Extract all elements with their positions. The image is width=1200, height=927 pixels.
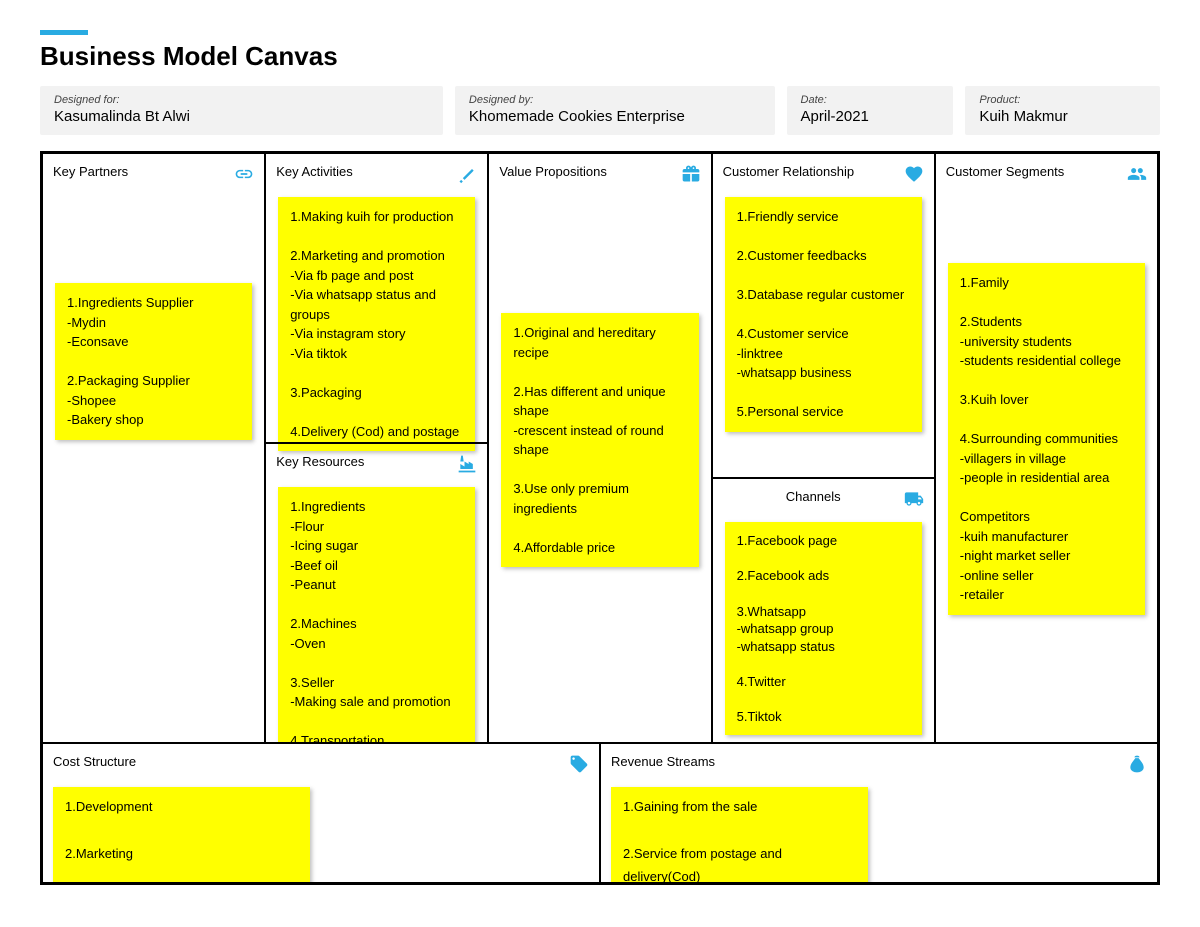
section-title: Channels: [786, 489, 841, 504]
cell-key-activities: Key Activities 1.Making kuih for product…: [266, 154, 487, 442]
cell-channels: Channels 1.Facebook page 2.Facebook ads …: [713, 477, 934, 742]
meta-row: Designed for: Kasumalinda Bt Alwi Design…: [40, 86, 1160, 135]
sticky-note: 1.Original and hereditary recipe 2.Has d…: [501, 313, 698, 567]
link-icon: [234, 164, 254, 187]
cell-ka-kr: Key Activities 1.Making kuih for product…: [265, 153, 488, 743]
meta-value: Khomemade Cookies Enterprise: [469, 108, 761, 125]
meta-value: April-2021: [801, 108, 940, 125]
meta-value: Kuih Makmur: [979, 108, 1146, 125]
meta-designed-by: Designed by: Khomemade Cookies Enterpris…: [455, 86, 775, 135]
sticky-note: 1.Ingredients Supplier -Mydin -Econsave …: [55, 283, 252, 440]
wand-icon: [457, 164, 477, 187]
sticky-note: 1.Facebook page 2.Facebook ads 3.Whatsap…: [725, 522, 922, 735]
cell-customer-segments: Customer Segments 1.Family 2.Students -u…: [935, 153, 1158, 743]
sticky-note: 1.Friendly service 2.Customer feedbacks …: [725, 197, 922, 432]
meta-label: Date:: [801, 94, 940, 106]
canvas-grid: Key Partners 1.Ingredients Supplier -Myd…: [40, 151, 1160, 885]
accent-bar: [40, 30, 88, 35]
page-title: Business Model Canvas: [40, 41, 1160, 72]
cell-cost-structure: Cost Structure 1.Development 2.Marketing…: [42, 743, 600, 883]
section-title: Cost Structure: [53, 754, 136, 769]
sticky-note: 1.Development 2.Marketing 3.Packaging: [53, 787, 310, 883]
meta-label: Product:: [979, 94, 1146, 106]
cell-key-partners: Key Partners 1.Ingredients Supplier -Myd…: [42, 153, 265, 743]
truck-icon: [904, 489, 924, 512]
sticky-note: 1.Family 2.Students -university students…: [948, 263, 1145, 615]
cell-value-propositions: Value Propositions 1.Original and heredi…: [488, 153, 711, 743]
meta-product: Product: Kuih Makmur: [965, 86, 1160, 135]
section-title: Key Resources: [276, 454, 364, 469]
meta-designed-for: Designed for: Kasumalinda Bt Alwi: [40, 86, 443, 135]
sticky-note: 1.Ingredients -Flour -Icing sugar -Beef …: [278, 487, 475, 743]
cell-customer-relationship: Customer Relationship 1.Friendly service…: [713, 154, 934, 477]
section-title: Value Propositions: [499, 164, 606, 179]
section-title: Key Activities: [276, 164, 353, 179]
heart-icon: [904, 164, 924, 187]
sticky-note: 1.Gaining from the sale 2.Service from p…: [611, 787, 868, 883]
users-icon: [1127, 164, 1147, 187]
moneybag-icon: [1127, 754, 1147, 777]
sticky-note: 1.Making kuih for production 2.Marketing…: [278, 197, 475, 451]
meta-label: Designed for:: [54, 94, 429, 106]
meta-label: Designed by:: [469, 94, 761, 106]
cell-revenue-streams: Revenue Streams 1.Gaining from the sale …: [600, 743, 1158, 883]
cell-cr-ch: Customer Relationship 1.Friendly service…: [712, 153, 935, 743]
meta-date: Date: April-2021: [787, 86, 954, 135]
section-title: Customer Segments: [946, 164, 1065, 179]
factory-icon: [457, 454, 477, 477]
gift-icon: [681, 164, 701, 187]
cell-key-resources: Key Resources 1.Ingredients -Flour -Icin…: [266, 442, 487, 742]
section-title: Customer Relationship: [723, 164, 855, 179]
section-title: Revenue Streams: [611, 754, 715, 769]
tag-icon: [569, 754, 589, 777]
meta-value: Kasumalinda Bt Alwi: [54, 108, 429, 125]
section-title: Key Partners: [53, 164, 128, 179]
